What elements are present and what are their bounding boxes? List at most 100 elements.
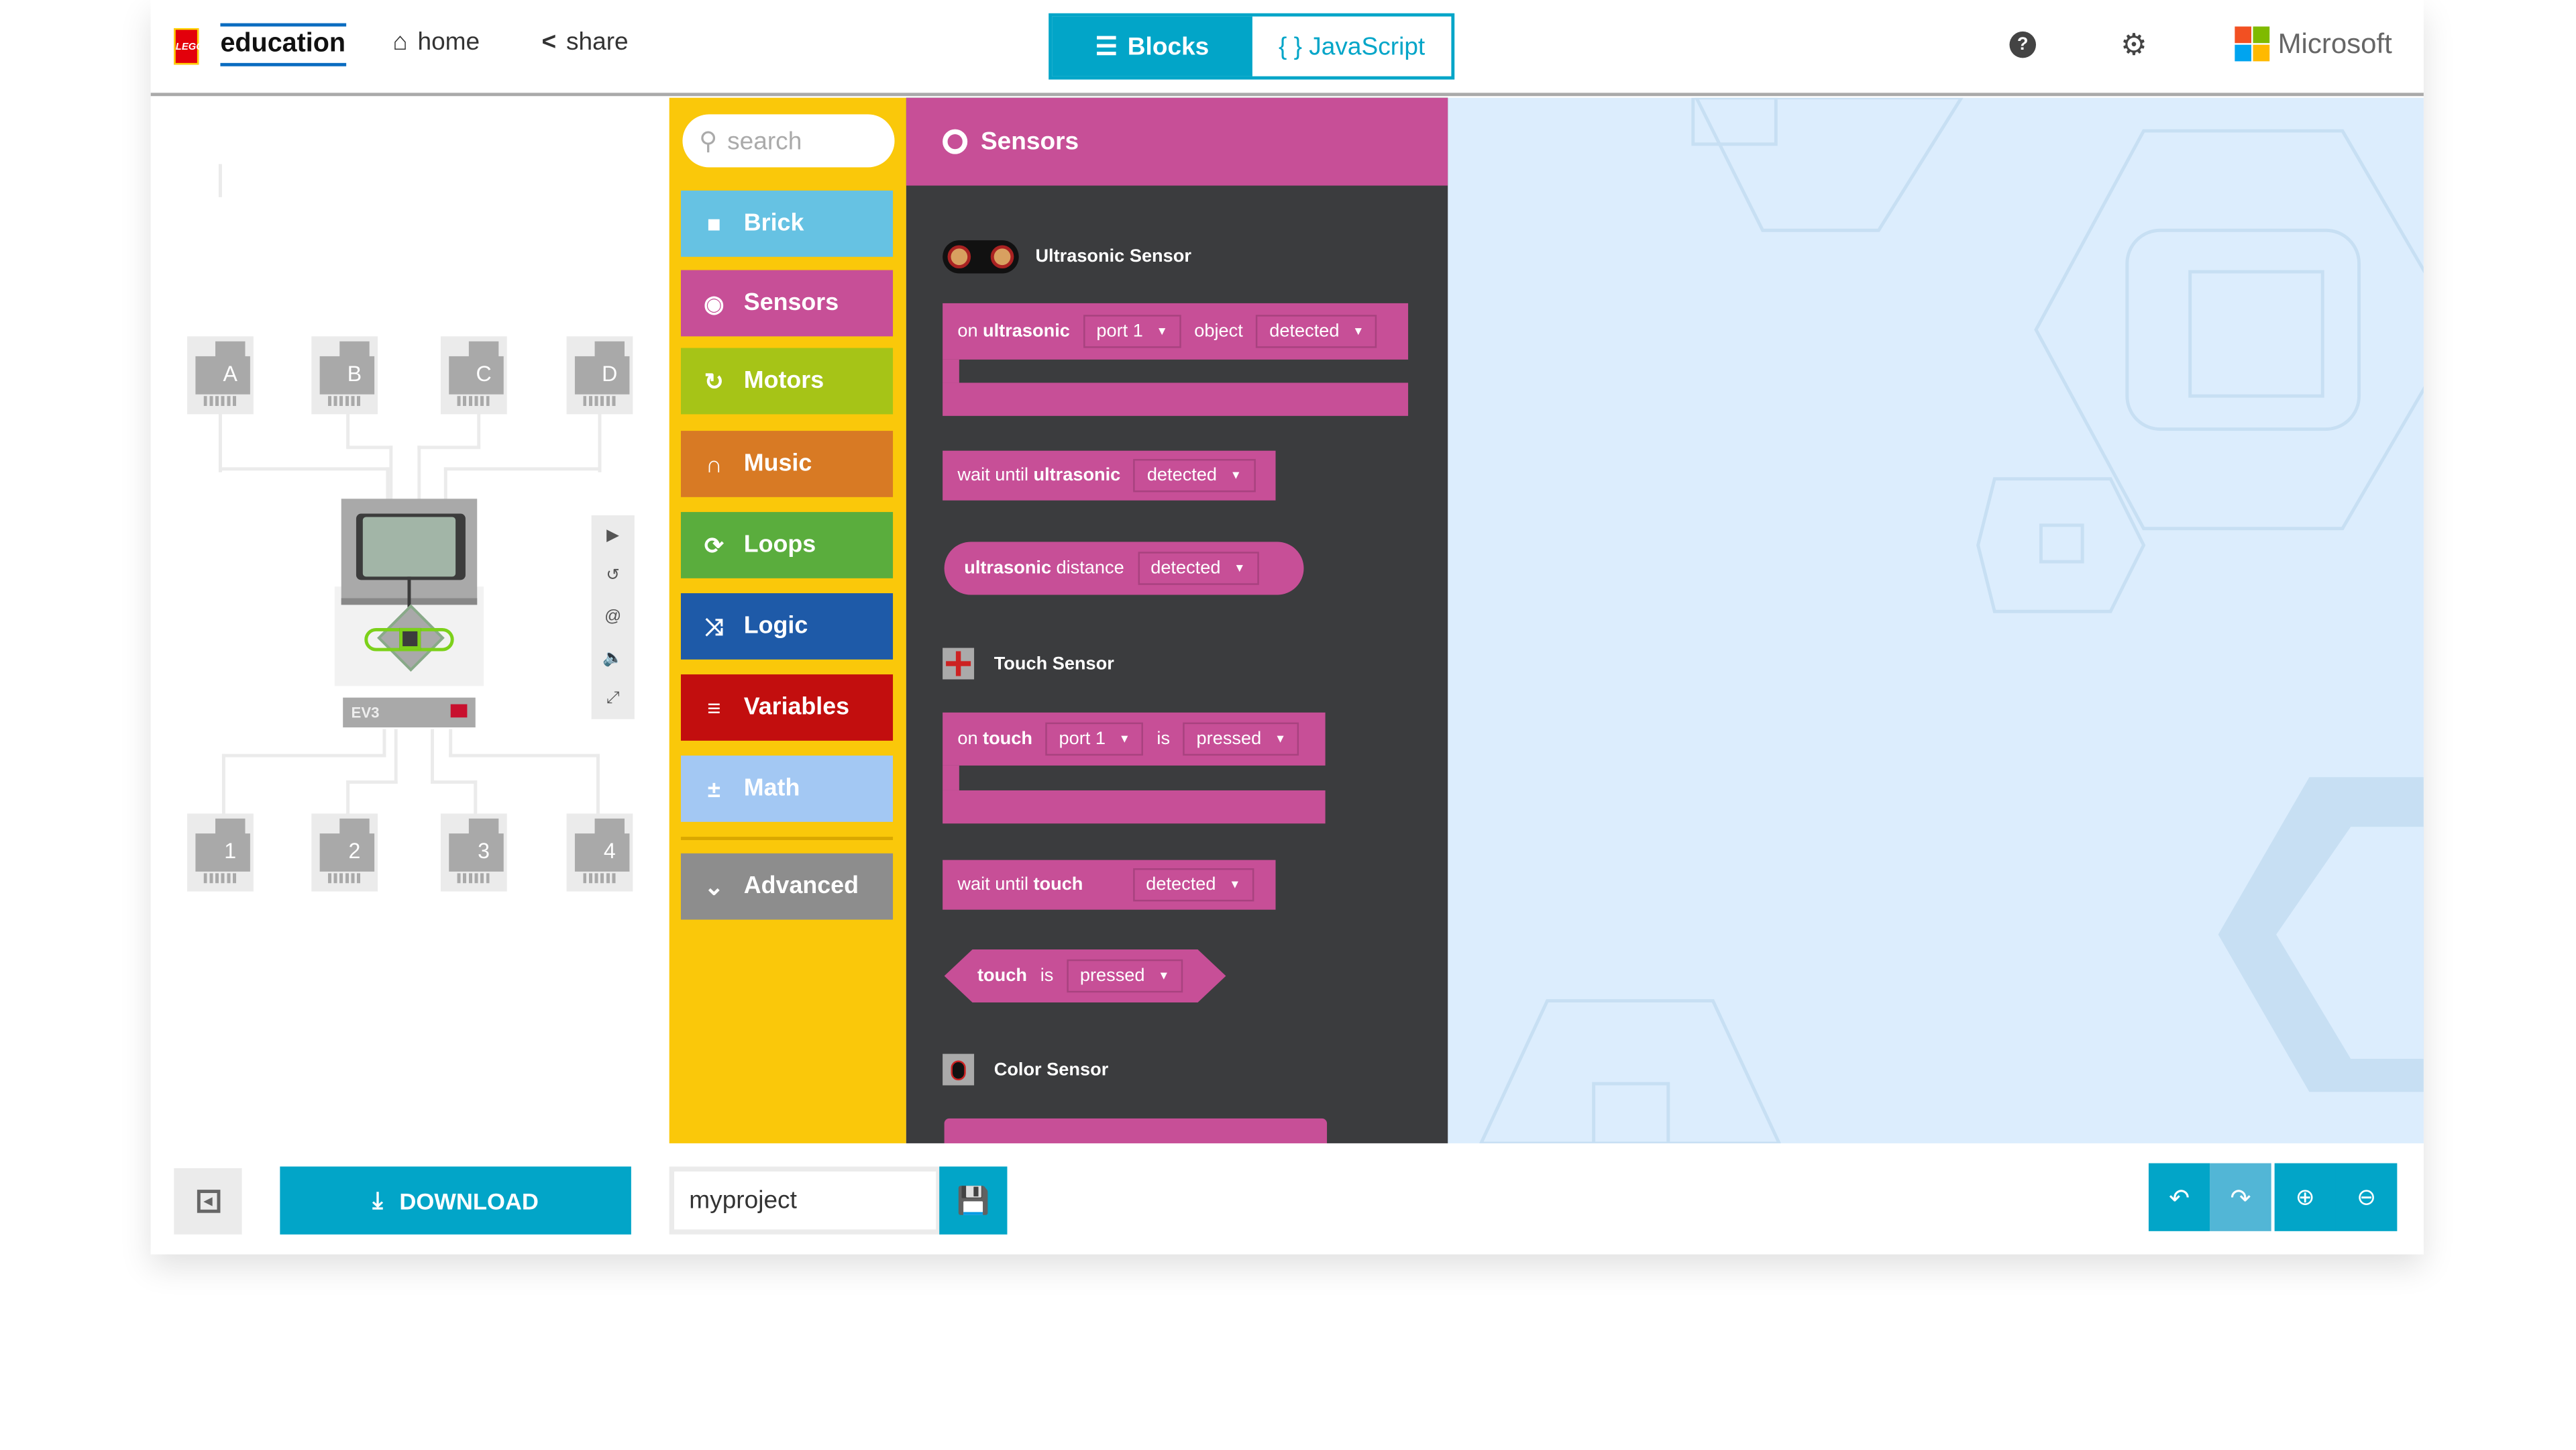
gear-icon[interactable]: ⚙ [2120,28,2147,62]
divider [680,837,894,841]
tab-blocks[interactable]: ☰ Blocks [1052,16,1252,76]
download-button[interactable]: ⤓ DOWNLOAD [280,1166,631,1235]
collapse-simulator-button[interactable]: ◀ [174,1168,242,1235]
shuffle-icon: ⤨ [704,612,724,639]
category-label: Music [743,450,812,478]
microsoft-logo[interactable]: Microsoft [2235,26,2392,62]
category-label: Math [743,775,800,802]
search-input[interactable]: ⚲ search [682,114,895,168]
simulator-controls: ▶ ↺ @ 🔈 ⤢ [591,515,635,719]
state-dropdown[interactable]: detected [1137,552,1259,585]
output-port-b[interactable]: B [311,336,378,415]
wait-until-ultrasonic-block[interactable]: wait until ultrasonic detected [943,450,1276,501]
download-icon: ⤓ [372,1186,383,1213]
input-port-4[interactable]: 4 [566,813,633,892]
output-port-c[interactable]: C [440,336,507,415]
ev3-brick[interactable]: EV3 [334,499,484,731]
slow-motion-icon[interactable]: @ [604,608,622,627]
share-link[interactable]: < share [541,28,629,56]
input-port-3[interactable]: 3 [440,813,507,892]
project-name-input[interactable]: myproject [669,1166,941,1235]
toolbox-category-motors[interactable]: ↻ Motors [680,348,894,415]
ultrasonic-distance-block[interactable]: ultrasonic distance detected [944,541,1304,595]
workspace-background-pattern [1479,97,2424,1143]
app-window: LEGO education ⌂ home < share ☰ Blocks { } … [150,0,2424,1255]
undo-button[interactable]: ↶ [2148,1163,2210,1231]
blocks-icon: ☰ [1095,33,1118,62]
motor-icon: ↻ [704,366,724,394]
port-dropdown[interactable]: port 1 [1083,315,1181,348]
ultrasonic-section-heading: Ultrasonic Sensor [943,240,1191,274]
input-port-2[interactable]: 2 [311,813,378,892]
category-label: Loops [743,531,816,559]
ultrasonic-sensor-icon [943,240,1019,274]
state-dropdown[interactable]: pressed [1183,722,1299,756]
sensor-icon [943,129,968,154]
toolbox-category-variables[interactable]: ≡ Variables [680,674,894,741]
touch-section-heading: Touch Sensor [943,648,1114,680]
toolbox-category-loops[interactable]: ⟳ Loops [680,512,894,578]
editor-toggle: ☰ Blocks { } JavaScript [1049,13,1455,80]
brick-screen [362,517,456,577]
restart-icon[interactable]: ↺ [606,567,621,586]
math-icon: ± [707,775,720,802]
state-dropdown[interactable]: detected [1132,868,1254,902]
touch-is-pressed-block[interactable]: touch is pressed [944,949,1226,1003]
flyout-header: Sensors [906,97,1448,186]
toolbox-category-math[interactable]: ± Math [680,756,894,822]
color-sensor-icon [943,1053,975,1086]
tab-javascript[interactable]: { } JavaScript [1252,16,1452,76]
microsoft-icon [2235,26,2270,62]
output-port-a[interactable]: A [187,336,254,415]
toolbox-category-logic[interactable]: ⤨ Logic [680,593,894,660]
toolbox-category-brick[interactable]: ■ Brick [680,190,894,257]
state-dropdown[interactable]: pressed [1067,959,1183,993]
redo-icon: ↷ [2230,1184,2251,1212]
collapse-icon: ◀ [196,1190,220,1213]
undo-icon: ↶ [2169,1184,2190,1212]
save-icon: 💾 [957,1187,990,1216]
center-button[interactable] [399,627,421,650]
brick-icon: ■ [706,210,721,238]
lego-logo: LEGO [174,28,204,65]
category-label: Variables [743,694,850,721]
blocks-flyout: Sensors Ultrasonic Sensor on ultrasonic po… [906,97,1448,1143]
save-button[interactable]: 💾 [939,1166,1008,1235]
simulator: A B C D 1 2 3 4 EV3 ▶ ↺ @ 🔈 ⤢ [150,97,669,1143]
home-link[interactable]: ⌂ home [392,28,480,56]
chevron-down-icon: ⌄ [704,872,724,899]
header: LEGO education ⌂ home < share ☰ Blocks { } … [150,0,2424,97]
toolbox-advanced[interactable]: ⌄ Advanced [680,853,894,920]
category-label: Brick [743,210,804,238]
sensor-icon: ◉ [704,289,724,316]
redo-button[interactable]: ↷ [2210,1163,2271,1231]
zoom-out-button[interactable]: ⊖ [2335,1163,2398,1231]
loop-icon: ⟳ [704,531,724,558]
footer-bar: ◀ ⤓ DOWNLOAD myproject 💾 ↶ ↷ ⊕ ⊖ [150,1143,2424,1255]
zoom-in-icon: ⊕ [2295,1183,2315,1210]
input-port-1[interactable]: 1 [187,813,254,892]
color-section-heading: Color Sensor [943,1053,1108,1086]
color-sensor-block[interactable] [944,1118,1328,1143]
fullscreen-icon[interactable]: ⤢ [606,689,620,708]
port-dropdown[interactable]: port 1 [1045,722,1144,756]
share-icon: < [541,28,557,56]
output-port-d[interactable]: D [566,336,633,415]
zoom-in-button[interactable]: ⊕ [2274,1163,2336,1231]
toolbox-category-sensors[interactable]: ◉ Sensors [680,270,894,337]
workspace[interactable] [1448,97,2424,1143]
help-icon[interactable]: ? [2009,31,2037,58]
education-logo[interactable]: education [220,23,346,66]
state-dropdown[interactable]: detected [1134,459,1255,493]
sound-icon[interactable]: 🔈 [602,649,624,668]
toolbox-category-music[interactable]: ∩ Music [680,431,894,497]
state-dropdown[interactable]: detected [1256,315,1378,348]
wait-until-touch-block[interactable]: wait until touch detected [943,860,1276,910]
touch-sensor-icon [943,648,975,680]
home-icon: ⌂ [392,28,408,56]
category-label: Sensors [743,290,839,317]
play-icon[interactable]: ▶ [606,526,620,545]
zoom-out-icon: ⊖ [2357,1183,2377,1210]
